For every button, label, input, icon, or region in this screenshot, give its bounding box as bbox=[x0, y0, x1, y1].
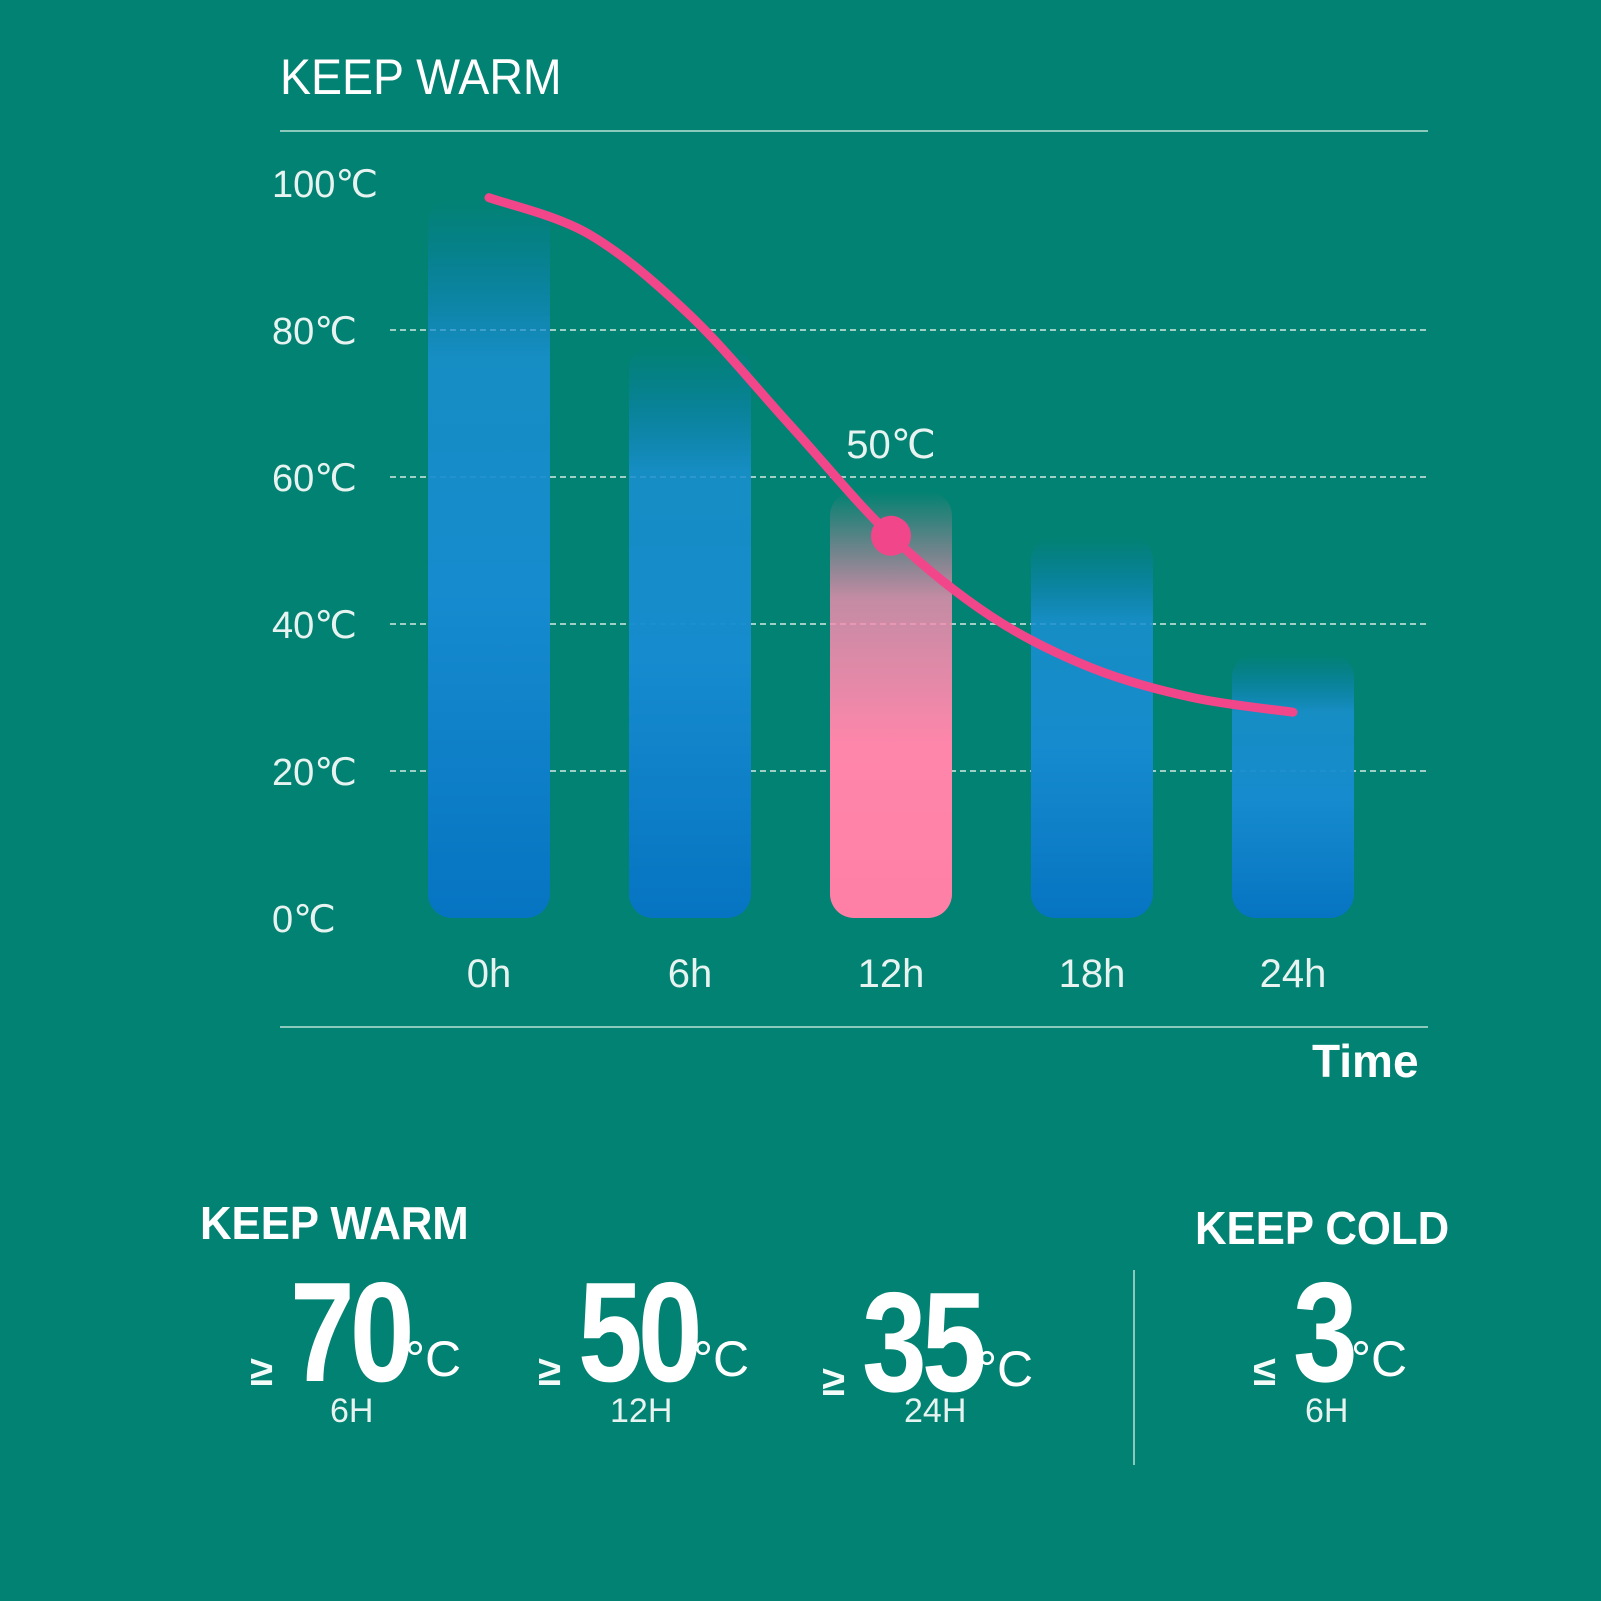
stat-cold-6h: ≤ 3 °C 6H bbox=[1253, 1262, 1513, 1472]
stat-value: 50 bbox=[578, 1253, 703, 1412]
keep-warm-heading: KEEP WARM bbox=[200, 1197, 469, 1249]
stat-unit: °C bbox=[693, 1331, 750, 1387]
bar-24h bbox=[1232, 653, 1354, 918]
chart-title: KEEP WARM bbox=[280, 49, 562, 105]
stat-unit: °C bbox=[977, 1341, 1034, 1397]
stat-unit: °C bbox=[405, 1331, 462, 1387]
y-tick-label: 40℃ bbox=[272, 605, 357, 647]
y-tick-label: 60℃ bbox=[272, 458, 357, 500]
stat-value: 3 bbox=[1293, 1253, 1358, 1412]
stat-warm-24h: ≥ 35 °C 24H bbox=[822, 1272, 1082, 1482]
comparator-symbol: ≥ bbox=[538, 1347, 562, 1394]
x-tick-label: 12h bbox=[858, 952, 925, 996]
bar-12h bbox=[830, 491, 952, 918]
stat-value: 70 bbox=[290, 1253, 415, 1412]
bar-0h bbox=[428, 197, 550, 918]
divider bbox=[1133, 1270, 1135, 1465]
stat-duration: 24H bbox=[904, 1392, 967, 1430]
stat-duration: 12H bbox=[610, 1392, 673, 1430]
comparator-symbol: ≤ bbox=[1253, 1347, 1277, 1394]
stat-unit: °C bbox=[1351, 1331, 1408, 1387]
keep-cold-heading: KEEP COLD bbox=[1195, 1202, 1450, 1254]
bar-6h bbox=[629, 344, 751, 918]
y-tick-label: 80℃ bbox=[272, 311, 357, 353]
annotation-label: 50℃ bbox=[846, 423, 935, 467]
comparator-symbol: ≥ bbox=[250, 1347, 274, 1394]
annotation-marker bbox=[871, 515, 911, 556]
y-tick-label: 100℃ bbox=[272, 164, 378, 206]
stat-warm-6h: ≥ 70 °C 6H bbox=[250, 1262, 510, 1472]
x-tick-label: 6h bbox=[668, 952, 713, 996]
x-tick-label: 18h bbox=[1059, 952, 1126, 996]
y-tick-label: 0℃ bbox=[272, 899, 336, 941]
stat-value: 35 bbox=[862, 1263, 987, 1422]
stat-duration: 6H bbox=[330, 1392, 374, 1430]
x-tick-label: 0h bbox=[467, 952, 512, 996]
stat-warm-12h: ≥ 50 °C 12H bbox=[538, 1262, 798, 1472]
bar-18h bbox=[1031, 535, 1153, 918]
comparator-symbol: ≥ bbox=[822, 1357, 846, 1404]
x-tick-label: 24h bbox=[1260, 952, 1327, 996]
stat-duration: 6H bbox=[1305, 1392, 1349, 1430]
y-tick-label: 20℃ bbox=[272, 752, 357, 794]
x-axis-label: Time bbox=[1312, 1035, 1419, 1087]
